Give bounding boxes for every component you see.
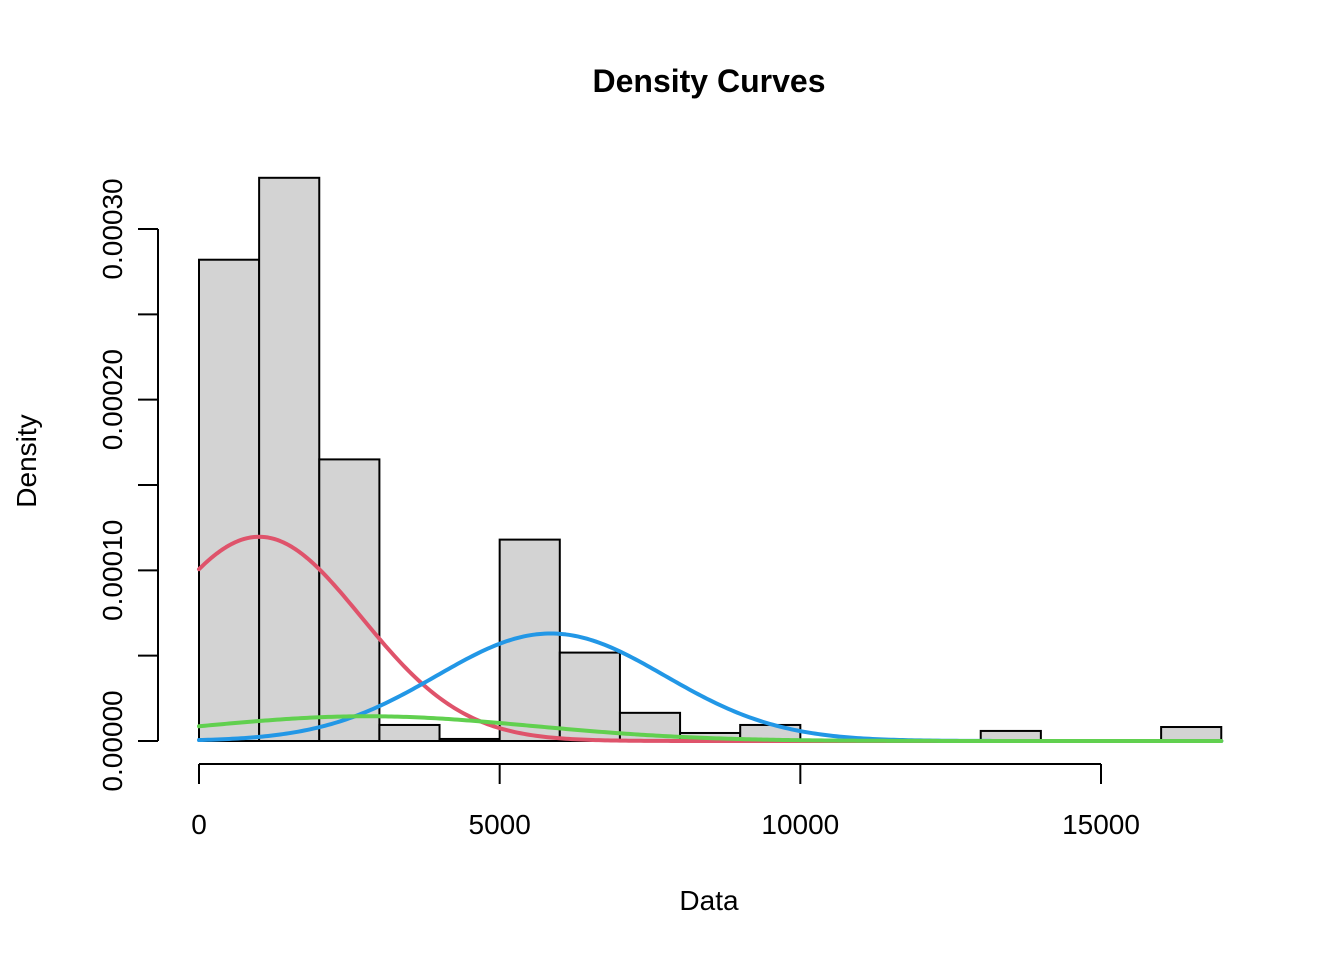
histogram-bar [198, 258, 261, 742]
x-tick-label: 15000 [1062, 809, 1140, 840]
y-tick-label: 0.00000 [97, 690, 128, 791]
density-curves [197, 534, 1224, 743]
x-tick-label: 5000 [469, 809, 531, 840]
y-axis: 0.00000 0.00010 0.00020 0.00030 [97, 178, 159, 792]
x-tick-label: 0 [191, 809, 207, 840]
x-axis: 0 5000 10000 15000 [191, 763, 1140, 840]
x-axis-title: Data [679, 885, 739, 916]
histogram-bar [1160, 726, 1223, 743]
histogram-bar [438, 737, 501, 743]
histogram-bar [378, 723, 441, 743]
chart-title: Density Curves [593, 63, 826, 99]
x-tick-label: 10000 [761, 809, 839, 840]
histogram-bars [198, 176, 1223, 743]
density-curve-3 [197, 714, 1224, 743]
y-tick-label: 0.00020 [97, 349, 128, 450]
y-axis-title: Density [11, 414, 42, 507]
y-tick-label: 0.00010 [97, 520, 128, 621]
y-tick-label: 0.00030 [97, 178, 128, 279]
histogram-bar [258, 176, 321, 743]
